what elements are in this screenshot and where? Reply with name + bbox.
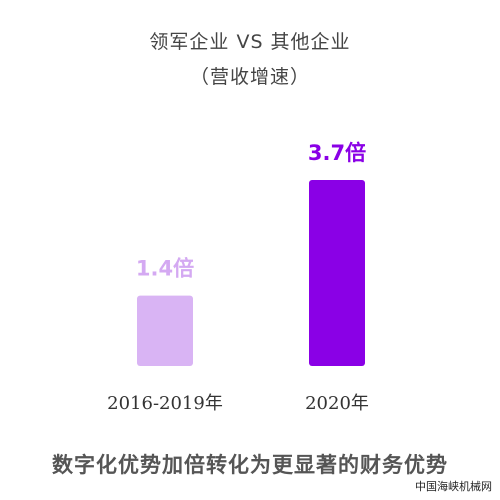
chart-title: 领军企业 VS 其他企业 [149, 31, 351, 53]
bar-value-label-2: 3.7倍 [308, 141, 366, 165]
chart-caption: 数字化优势加倍转化为更显著的财务优势 [52, 453, 448, 477]
watermark: 中国海峡机械网 [415, 480, 492, 493]
category-label-2: 2020年 [305, 393, 369, 414]
bar-value-label-1: 1.4倍 [136, 257, 194, 281]
bar-2 [309, 180, 365, 366]
chart-subtitle: （营收增速） [189, 66, 310, 88]
category-label-1: 2016-2019年 [107, 393, 223, 414]
bar-1 [137, 295, 193, 366]
